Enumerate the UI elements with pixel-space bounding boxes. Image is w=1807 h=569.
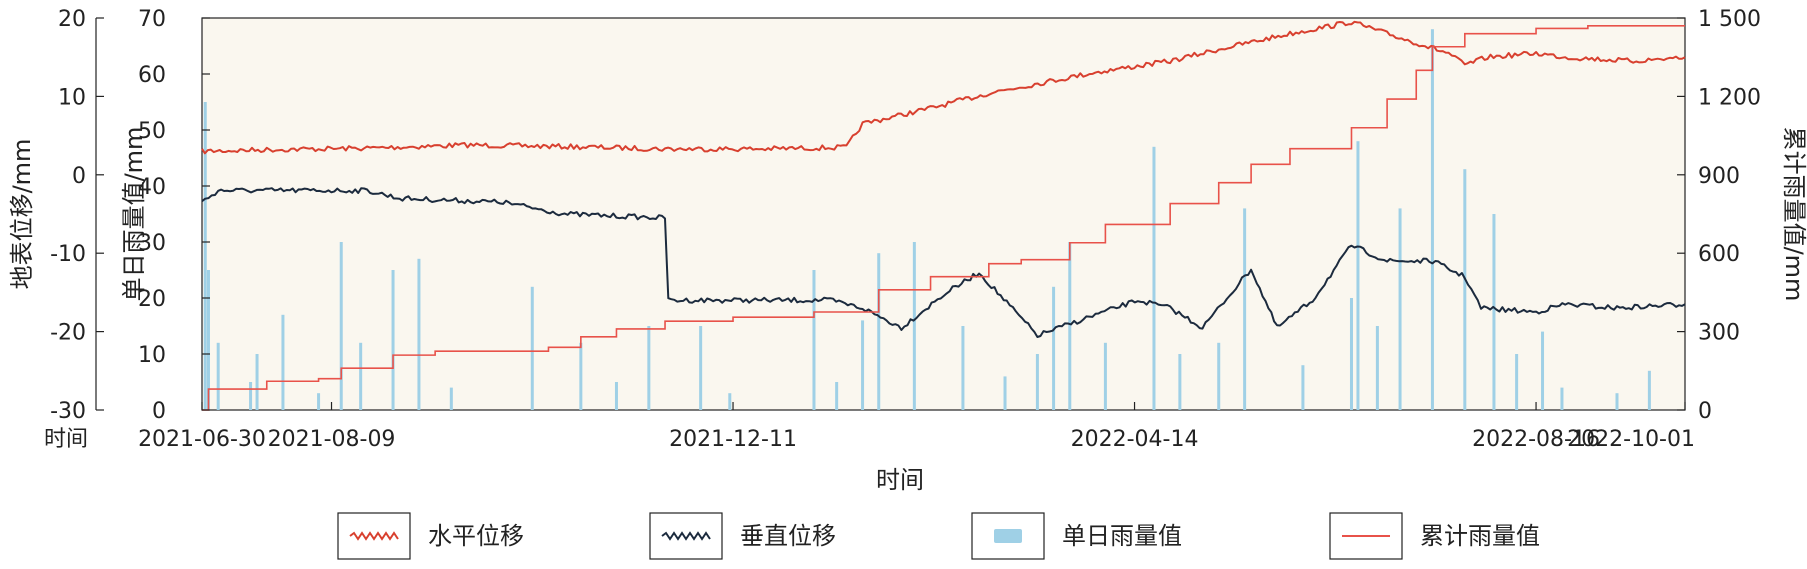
- daily-rain-bars: [203, 29, 1651, 411]
- legend-swatch-2: [994, 529, 1022, 543]
- plot-background: [201, 17, 1686, 411]
- daily-rain-bar-12: [530, 286, 534, 410]
- daily-rain-bar-21: [877, 253, 881, 410]
- cumulative-rain-tick-label-3: 900: [1698, 164, 1740, 189]
- daily-rain-tick-label-5: 50: [138, 119, 166, 144]
- daily-rain-bar-30: [1178, 354, 1182, 410]
- daily-rain-bar-22: [912, 242, 916, 410]
- daily-rain-bar-41: [1515, 354, 1519, 410]
- daily-rain-bar-18: [812, 270, 816, 410]
- daily-rain-tick-label-0: 0: [152, 399, 166, 424]
- daily-rain-axis-ticks: 0 10 20 30 40 50 60 70: [138, 7, 210, 424]
- daily-rain-bar-28: [1103, 342, 1107, 410]
- daily-rain-bar-36: [1375, 326, 1379, 410]
- daily-rain-bar-33: [1301, 365, 1305, 410]
- x-tick-label-2: 2021-12-11: [669, 427, 797, 452]
- x-tick-label-3: 2022-04-14: [1071, 427, 1199, 452]
- daily-rain-bar-17: [728, 393, 732, 410]
- displacement-tick-label-2: -10: [50, 242, 86, 267]
- cumulative-rain-tick-label-2: 600: [1698, 242, 1740, 267]
- displacement-axis-ticks: -30 -20 -10 0 10 20: [50, 7, 104, 424]
- cumulative-rain-tick-label-1: 300: [1698, 321, 1740, 346]
- x-tick-label-5: 2022-10-01: [1567, 427, 1695, 452]
- displacement-tick-label-0: -30: [50, 399, 86, 424]
- daily-rain-tick-label-3: 30: [138, 231, 166, 256]
- daily-rain-bar-34: [1349, 298, 1353, 410]
- x-tick-label-0: 2021-06-30: [138, 427, 266, 452]
- legend-swatch-box-1: [649, 512, 723, 560]
- daily-rain-axis-title: 单日雨量值/mm: [120, 127, 148, 302]
- daily-rain-bar-27: [1068, 242, 1072, 410]
- displacement-tick-label-4: 10: [58, 85, 86, 110]
- daily-rain-tick-label-1: 10: [138, 343, 166, 368]
- daily-rain-bar-13: [579, 342, 583, 410]
- daily-rain-bar-3: [249, 382, 253, 410]
- displacement-tick-label-3: 0: [72, 164, 86, 189]
- daily-rain-bar-32: [1243, 208, 1247, 410]
- daily-rain-tick-label-7: 70: [138, 7, 166, 32]
- daily-rain-bar-19: [835, 382, 839, 410]
- legend-label-3: 累计雨量值: [1420, 522, 1540, 550]
- daily-rain-bar-23: [961, 326, 965, 410]
- daily-rain-bar-14: [614, 382, 618, 410]
- daily-rain-bar-31: [1217, 342, 1221, 410]
- x-tick-label-4: 2022-08-16: [1472, 427, 1600, 452]
- daily-rain-bar-0: [203, 102, 207, 410]
- daily-rain-bar-1: [206, 270, 210, 410]
- daily-rain-bar-5: [281, 314, 285, 410]
- daily-rain-bar-43: [1560, 387, 1564, 410]
- cumulative-rain-axis-ticks: 0 300 600 900 1 200 1 500: [1677, 7, 1761, 424]
- legend-label-0: 水平位移: [428, 522, 524, 550]
- legend-label-2: 单日雨量值: [1062, 522, 1182, 550]
- cumulative-rain-tick-label-0: 0: [1698, 399, 1712, 424]
- daily-rain-bar-44: [1615, 393, 1619, 410]
- displacement-tick-label-1: -20: [50, 321, 86, 346]
- daily-rain-bar-38: [1430, 29, 1434, 410]
- x-corner-label: 时间: [44, 427, 88, 452]
- daily-rain-bar-25: [1035, 354, 1039, 410]
- cumulative-rain-tick-label-5: 1 500: [1698, 7, 1761, 32]
- series-line-cumulative-rain: [202, 25, 1685, 411]
- daily-rain-bar-4: [255, 354, 259, 410]
- series-lines: [201, 20, 1686, 411]
- legend: 水平位移 垂直位移 单日雨量值 累计雨量值: [337, 512, 1540, 560]
- daily-rain-bar-20: [861, 320, 865, 410]
- cumulative-rain-tick-label-4: 1 200: [1698, 85, 1761, 110]
- daily-rain-bar-16: [699, 326, 703, 410]
- daily-rain-bar-11: [449, 387, 453, 410]
- daily-rain-bar-26: [1052, 286, 1056, 410]
- legend-label-1: 垂直位移: [740, 522, 836, 550]
- x-axis-ticks: 2021-06-30 2021-08-09 2021-12-11 2022-04-14…: [138, 402, 1695, 452]
- displacement-axis-title: 地表位移/mm: [8, 139, 36, 290]
- daily-rain-bar-2: [216, 342, 220, 410]
- daily-rain-bar-24: [1003, 376, 1007, 410]
- legend-swatch-box-0: [337, 512, 411, 560]
- daily-rain-bar-42: [1541, 331, 1545, 410]
- daily-rain-bar-37: [1398, 208, 1402, 410]
- daily-rain-bar-10: [417, 258, 421, 410]
- daily-rain-tick-label-4: 40: [138, 175, 166, 200]
- x-axis-title: 时间: [876, 466, 924, 494]
- daily-rain-bar-9: [391, 270, 395, 410]
- legend-swatch-0: [349, 531, 399, 541]
- daily-rain-bar-15: [647, 326, 651, 410]
- daily-rain-bar-8: [359, 342, 363, 410]
- daily-rain-tick-label-2: 20: [138, 287, 166, 312]
- daily-rain-bar-7: [339, 242, 343, 410]
- legend-swatch-1: [661, 531, 711, 541]
- daily-rain-bar-39: [1463, 169, 1467, 410]
- displacement-tick-label-5: 20: [58, 7, 86, 32]
- x-tick-label-1: 2021-08-09: [268, 427, 396, 452]
- daily-rain-bar-29: [1152, 146, 1156, 411]
- series-line-0: [201, 20, 1686, 155]
- daily-rain-bar-40: [1492, 214, 1496, 410]
- cumulative-rain-axis-title: 累计雨量值/mm: [1780, 127, 1807, 302]
- series-line-1: [201, 187, 1686, 338]
- daily-rain-bar-45: [1647, 370, 1651, 410]
- daily-rain-bar-6: [317, 393, 321, 410]
- daily-rain-bar-35: [1356, 141, 1360, 410]
- daily-rain-tick-label-6: 60: [138, 63, 166, 88]
